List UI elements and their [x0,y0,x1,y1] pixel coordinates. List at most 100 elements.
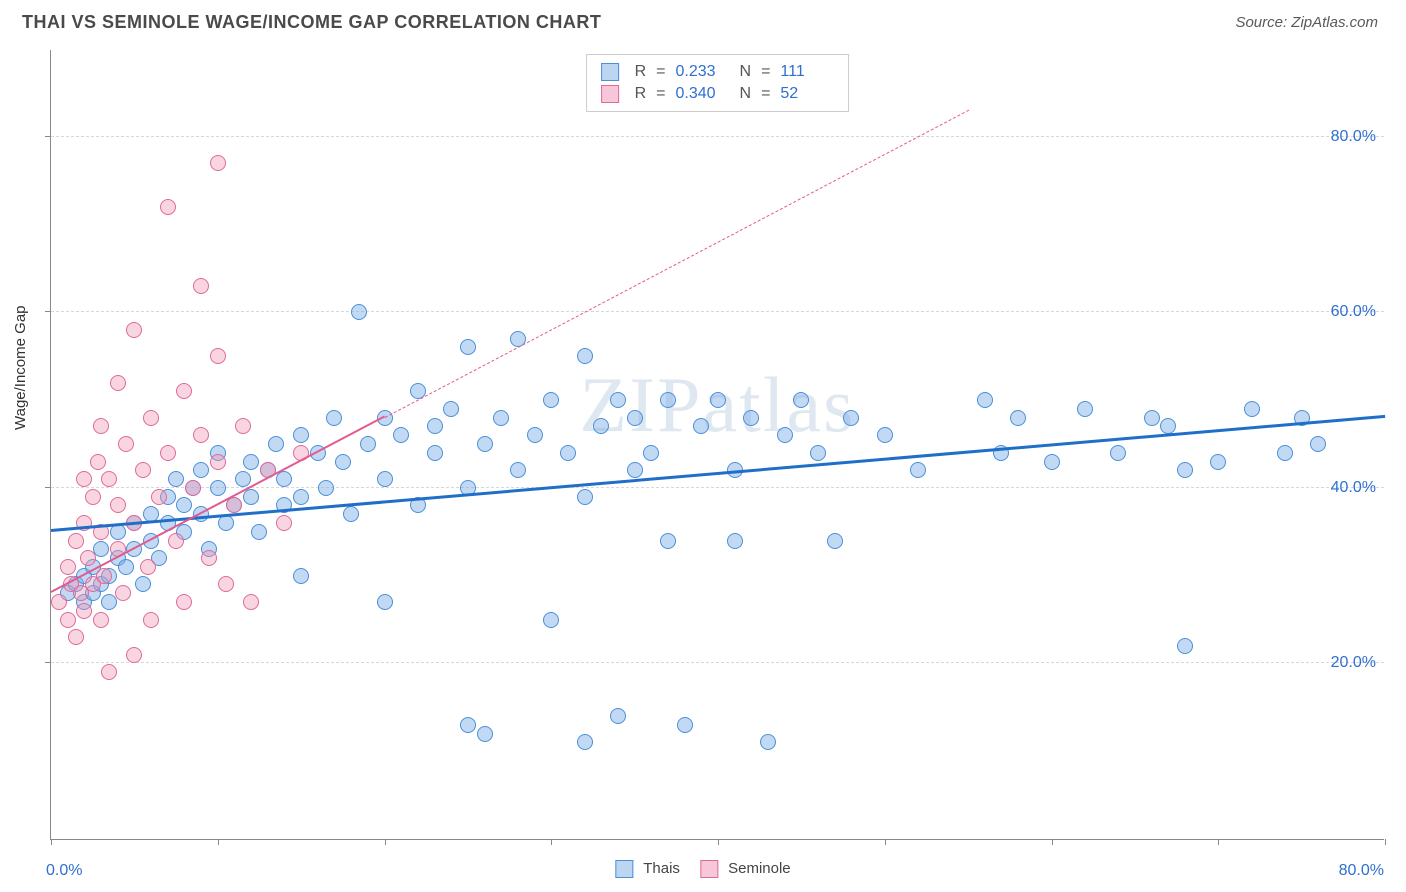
x-tick [718,839,719,845]
scatter-point [377,594,393,610]
scatter-point [1177,462,1193,478]
x-axis-max-label: 80.0% [1339,862,1384,880]
scatter-point [293,427,309,443]
scatter-point [335,454,351,470]
scatter-point [293,489,309,505]
y-tick-label: 80.0% [1331,128,1376,146]
legend-label-seminole: Seminole [728,860,791,877]
r-value-thais: 0.233 [676,63,730,81]
x-axis-min-label: 0.0% [46,862,82,880]
scatter-point [743,410,759,426]
swatch-thais-icon [601,63,619,81]
scatter-point [351,304,367,320]
scatter-point [201,550,217,566]
scatter-point [1010,410,1026,426]
stat-row-series1: R = 0.233 N = 111 [601,61,835,83]
scatter-point [60,559,76,575]
y-tick [45,136,51,137]
stat-legend-box: R = 0.233 N = 111 R = 0.340 N = 52 [586,54,850,112]
scatter-point [1044,454,1060,470]
x-tick [385,839,386,845]
scatter-point [140,559,156,575]
scatter-point [760,734,776,750]
eq-sign: = [761,63,770,81]
n-label: N [740,85,752,103]
scatter-point [443,401,459,417]
gridline-horizontal [51,662,1384,663]
x-tick [1218,839,1219,845]
legend-item-thais: Thais [615,860,680,878]
scatter-point [193,427,209,443]
scatter-point [427,418,443,434]
scatter-point [377,471,393,487]
scatter-point [243,594,259,610]
n-label: N [740,63,752,81]
x-tick [1385,839,1386,845]
scatter-point [677,717,693,733]
scatter-point [343,506,359,522]
eq-sign: = [761,85,770,103]
scatter-point [977,392,993,408]
scatter-point [101,471,117,487]
scatter-point [251,524,267,540]
n-value-thais: 111 [780,63,834,81]
scatter-point [276,515,292,531]
scatter-point [68,629,84,645]
scatter-point [843,410,859,426]
scatter-point [477,436,493,452]
scatter-point [210,348,226,364]
x-tick [218,839,219,845]
n-value-seminole: 52 [780,85,834,103]
scatter-point [115,585,131,601]
gridline-horizontal [51,311,1384,312]
scatter-point [1144,410,1160,426]
scatter-point [793,392,809,408]
scatter-point [93,612,109,628]
gridline-horizontal [51,136,1384,137]
scatter-point [1177,638,1193,654]
legend-label-thais: Thais [643,860,680,877]
scatter-point [135,462,151,478]
scatter-point [318,480,334,496]
scatter-point [610,708,626,724]
source-attribution: Source: ZipAtlas.com [1235,14,1378,31]
scatter-point [101,664,117,680]
legend-item-seminole: Seminole [700,860,791,878]
scatter-point [126,647,142,663]
scatter-point [810,445,826,461]
x-tick [551,839,552,845]
scatter-point [727,533,743,549]
scatter-point [168,533,184,549]
swatch-thais-icon [615,860,633,878]
scatter-point [168,471,184,487]
scatter-point [360,436,376,452]
scatter-point [693,418,709,434]
scatter-point [910,462,926,478]
scatter-point [210,480,226,496]
scatter-point [1110,445,1126,461]
scatter-point [877,427,893,443]
scatter-point [93,418,109,434]
y-tick [45,487,51,488]
scatter-point [710,392,726,408]
scatter-point [110,375,126,391]
scatter-point [1277,445,1293,461]
scatter-point [477,726,493,742]
scatter-point [85,489,101,505]
r-value-seminole: 0.340 [676,85,730,103]
scatter-point [1210,454,1226,470]
y-tick [45,662,51,663]
chart-plot-area: ZIPatlas R = 0.233 N = 111 R = 0.340 N =… [50,50,1384,840]
scatter-point [185,480,201,496]
scatter-point [143,612,159,628]
stat-row-series2: R = 0.340 N = 52 [601,83,835,105]
scatter-point [593,418,609,434]
scatter-point [627,462,643,478]
swatch-seminole-icon [601,85,619,103]
scatter-point [243,489,259,505]
scatter-point [326,410,342,426]
scatter-point [118,559,134,575]
scatter-point [143,410,159,426]
scatter-point [210,454,226,470]
scatter-point [427,445,443,461]
